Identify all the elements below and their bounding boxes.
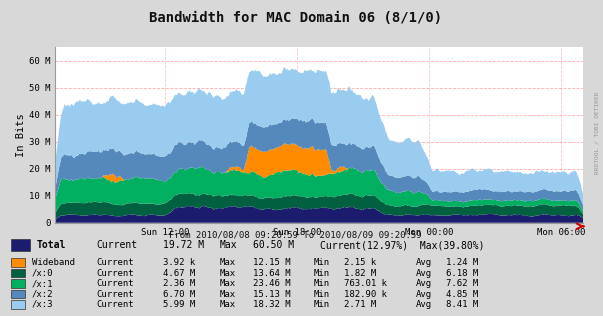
Text: Max: Max <box>220 289 236 299</box>
Text: 182.90 k: 182.90 k <box>344 289 387 299</box>
Text: /x:3: /x:3 <box>32 300 54 309</box>
Text: Max: Max <box>220 279 236 288</box>
Text: 1.82 M: 1.82 M <box>344 269 376 278</box>
Text: /x:2: /x:2 <box>32 289 54 299</box>
Text: Current: Current <box>96 240 137 250</box>
Text: 2.36 M: 2.36 M <box>163 279 195 288</box>
Text: 13.64 M: 13.64 M <box>253 269 291 278</box>
Text: 4.85 M: 4.85 M <box>446 289 478 299</box>
Text: /x:1: /x:1 <box>32 279 54 288</box>
Text: Bandwidth for MAC Domain 06 (8/1/0): Bandwidth for MAC Domain 06 (8/1/0) <box>149 11 442 25</box>
Y-axis label: In Bits: In Bits <box>16 113 27 157</box>
Text: Current: Current <box>96 269 134 278</box>
Text: 1.24 M: 1.24 M <box>446 258 478 267</box>
Text: 60.50 M: 60.50 M <box>253 240 294 250</box>
Text: Max: Max <box>220 240 238 250</box>
Text: Avg: Avg <box>416 300 432 309</box>
Text: Total: Total <box>36 240 66 250</box>
Text: 18.32 M: 18.32 M <box>253 300 291 309</box>
Text: Current: Current <box>96 279 134 288</box>
Text: 763.01 k: 763.01 k <box>344 279 387 288</box>
Text: 5.99 M: 5.99 M <box>163 300 195 309</box>
Text: Avg: Avg <box>416 289 432 299</box>
Text: 15.13 M: 15.13 M <box>253 289 291 299</box>
Text: Min: Min <box>314 269 330 278</box>
Text: Max: Max <box>220 300 236 309</box>
Text: Current: Current <box>96 258 134 267</box>
Text: 19.72 M: 19.72 M <box>163 240 204 250</box>
Text: From 2010/08/08 09:20:59 To 2010/08/09 09:20:59: From 2010/08/08 09:20:59 To 2010/08/09 0… <box>169 230 421 239</box>
Text: 12.15 M: 12.15 M <box>253 258 291 267</box>
Text: 6.70 M: 6.70 M <box>163 289 195 299</box>
Text: Avg: Avg <box>416 258 432 267</box>
Text: Wideband: Wideband <box>32 258 75 267</box>
Text: Current: Current <box>96 289 134 299</box>
Text: 2.71 M: 2.71 M <box>344 300 376 309</box>
Text: Min: Min <box>314 300 330 309</box>
Text: 6.18 M: 6.18 M <box>446 269 478 278</box>
Text: Avg: Avg <box>416 269 432 278</box>
Text: 3.92 k: 3.92 k <box>163 258 195 267</box>
Text: Max: Max <box>220 269 236 278</box>
Text: Current(12.97%)  Max(39.80%): Current(12.97%) Max(39.80%) <box>320 240 484 250</box>
Text: Min: Min <box>314 279 330 288</box>
Text: 4.67 M: 4.67 M <box>163 269 195 278</box>
Text: 2.15 k: 2.15 k <box>344 258 376 267</box>
Text: Current: Current <box>96 300 134 309</box>
Text: Avg: Avg <box>416 279 432 288</box>
Text: /x:0: /x:0 <box>32 269 54 278</box>
Text: 8.41 M: 8.41 M <box>446 300 478 309</box>
Text: Min: Min <box>314 258 330 267</box>
Text: RRDTOOL / TOBI OETIKER: RRDTOOL / TOBI OETIKER <box>595 91 600 174</box>
Text: 23.46 M: 23.46 M <box>253 279 291 288</box>
Text: 7.62 M: 7.62 M <box>446 279 478 288</box>
Text: Min: Min <box>314 289 330 299</box>
Text: Max: Max <box>220 258 236 267</box>
